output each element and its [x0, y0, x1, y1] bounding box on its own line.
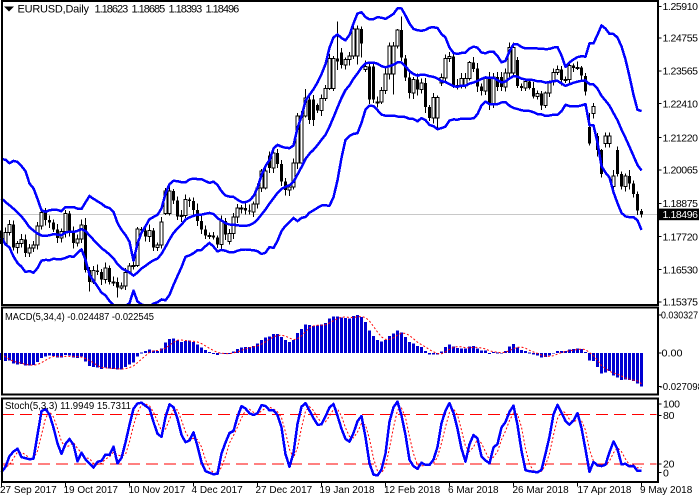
svg-text:EURUSD,Daily: EURUSD,Daily [18, 4, 90, 16]
svg-text:4 Dec 2017: 4 Dec 2017 [192, 485, 244, 496]
svg-text:1.18393: 1.18393 [169, 4, 203, 16]
svg-text:10 Nov 2017: 10 Nov 2017 [129, 485, 186, 496]
svg-text:1.16530: 1.16530 [663, 264, 699, 276]
svg-text:26 Mar 2018: 26 Mar 2018 [513, 485, 570, 496]
svg-text:0: 0 [663, 467, 669, 479]
svg-text:0.00: 0.00 [662, 348, 683, 360]
svg-text:1.20065: 1.20065 [663, 165, 699, 177]
svg-text:1.18685: 1.18685 [132, 4, 166, 16]
svg-text:1.17720: 1.17720 [663, 231, 699, 243]
svg-text:1.22410: 1.22410 [663, 98, 699, 110]
svg-text:1.18496: 1.18496 [206, 4, 240, 16]
svg-text:19 Jan 2018: 19 Jan 2018 [320, 485, 375, 496]
svg-text:12 Feb 2018: 12 Feb 2018 [384, 485, 441, 496]
svg-text:Stoch(5,3,3) 11.9949 15.7311: Stoch(5,3,3) 11.9949 15.7311 [5, 401, 131, 412]
svg-text:MACD(5,34,4) -0.024487 -0.0225: MACD(5,34,4) -0.024487 -0.022545 [5, 312, 154, 323]
svg-text:9 May 2018: 9 May 2018 [640, 485, 693, 496]
svg-text:1.24755: 1.24755 [663, 33, 699, 45]
svg-text:1.15375: 1.15375 [663, 297, 699, 309]
svg-text:1.23565: 1.23565 [663, 66, 699, 78]
svg-text:19 Oct 2017: 19 Oct 2017 [64, 485, 119, 496]
svg-text:17 Apr 2018: 17 Apr 2018 [578, 485, 632, 496]
svg-text:20: 20 [663, 459, 675, 471]
svg-text:0.030327: 0.030327 [661, 310, 698, 322]
svg-text:1.18496: 1.18496 [663, 209, 699, 221]
svg-text:6 Mar 2018: 6 Mar 2018 [448, 485, 499, 496]
svg-text:27 Sep 2017: 27 Sep 2017 [0, 485, 57, 496]
svg-text:80: 80 [663, 410, 675, 422]
svg-text:27 Dec 2017: 27 Dec 2017 [256, 485, 313, 496]
svg-text:1.25910: 1.25910 [663, 1, 699, 13]
svg-text:1.18623: 1.18623 [95, 4, 129, 16]
svg-text:100: 100 [663, 399, 680, 411]
svg-text:-0.027098: -0.027098 [660, 381, 699, 393]
svg-text:1.21220: 1.21220 [663, 132, 699, 144]
svg-text:1.18875: 1.18875 [663, 198, 699, 210]
